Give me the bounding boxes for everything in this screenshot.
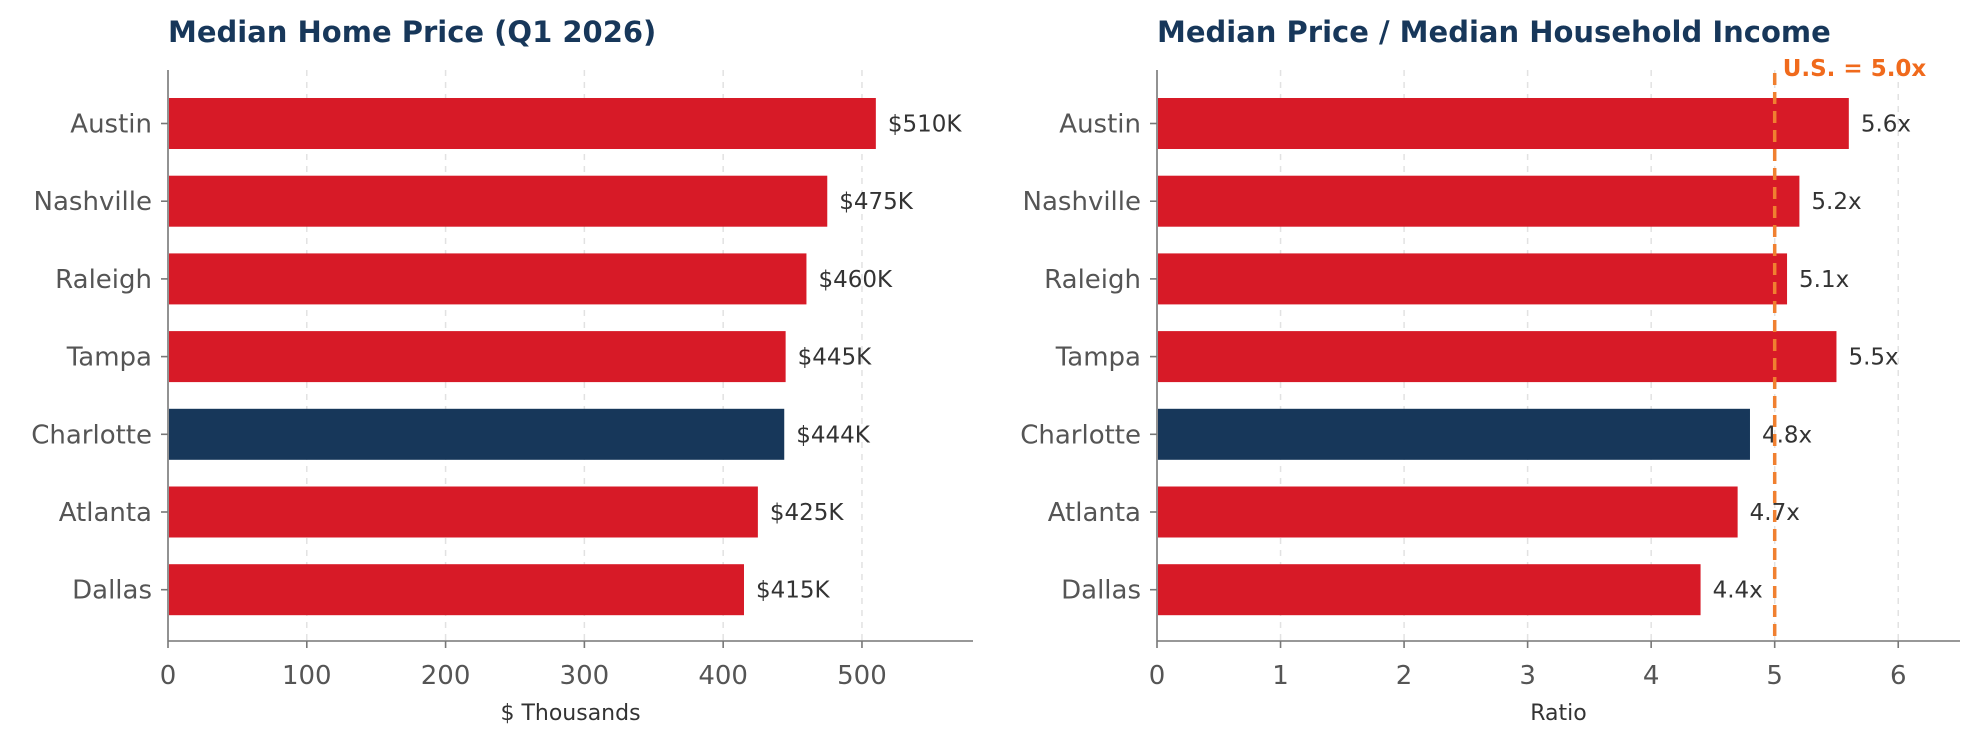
data-label: 5.2x: [1811, 189, 1861, 215]
x-tick-label: 2: [1396, 661, 1413, 691]
data-label: $415K: [756, 578, 831, 604]
bar-charlotte: [1158, 408, 1750, 460]
category-label: Austin: [1059, 110, 1141, 140]
bar-nashville: [169, 175, 828, 227]
bar-atlanta: [1158, 486, 1738, 538]
x-tick-label: 5: [1766, 661, 1783, 691]
x-tick-label: 400: [698, 661, 748, 691]
category-label: Dallas: [72, 576, 152, 606]
bar-tampa: [169, 331, 786, 383]
bar-dallas: [169, 564, 744, 616]
data-label: 4.4x: [1713, 578, 1763, 604]
x-tick-label: 1: [1272, 661, 1289, 691]
data-label: 4.8x: [1762, 422, 1812, 448]
category-label: Atlanta: [1048, 498, 1141, 528]
category-label: Atlanta: [59, 498, 152, 528]
bar-atlanta: [169, 486, 758, 538]
bar-dallas: [1158, 564, 1701, 616]
reference-line-label: U.S. = 5.0x: [1783, 56, 1927, 82]
data-label: 5.1x: [1799, 267, 1849, 293]
category-label: Tampa: [1055, 343, 1141, 373]
data-label: $510K: [888, 112, 963, 138]
x-axis-label: Ratio: [1530, 701, 1586, 726]
category-label: Raleigh: [1044, 265, 1141, 295]
bar-nashville: [1158, 175, 1800, 227]
x-tick-label: 100: [282, 661, 332, 691]
x-tick-label: 500: [837, 661, 887, 691]
x-tick-label: 6: [1890, 661, 1907, 691]
category-label: Nashville: [1023, 187, 1141, 217]
category-label: Tampa: [66, 343, 152, 373]
x-tick-label: 0: [160, 661, 177, 691]
x-tick-label: 300: [560, 661, 610, 691]
x-tick-label: 200: [421, 661, 471, 691]
chart-panel-2: Median Price / Median Household Income 0 1…: [1020, 15, 1960, 726]
data-label: $475K: [839, 189, 914, 215]
data-label: $460K: [818, 267, 893, 293]
data-label: 5.5x: [1848, 345, 1898, 371]
bar-tampa: [1158, 331, 1837, 383]
data-label: $445K: [798, 345, 873, 371]
x-axis-label: $ Thousands: [500, 701, 640, 726]
bar-austin: [169, 98, 876, 149]
chart-title: Median Price / Median Household Income: [1157, 15, 1831, 49]
data-label: 5.6x: [1861, 112, 1911, 138]
data-label: $425K: [770, 500, 845, 526]
category-label: Raleigh: [55, 265, 152, 295]
x-tick-label: 0: [1149, 661, 1166, 691]
chart-panel-1: Median Home Price (Q1 2026) 0 100 200 300 400…: [31, 15, 973, 726]
category-label: Austin: [70, 110, 152, 140]
bar-austin: [1158, 98, 1849, 149]
category-label: Dallas: [1061, 576, 1141, 606]
bar-raleigh: [169, 253, 807, 305]
category-label: Charlotte: [31, 420, 152, 450]
category-label: Charlotte: [1020, 420, 1141, 450]
data-label: $444K: [796, 422, 871, 448]
x-tick-label: 3: [1519, 661, 1536, 691]
bar-raleigh: [1158, 253, 1788, 305]
category-label: Nashville: [34, 187, 152, 217]
bar-charlotte: [169, 408, 785, 460]
x-tick-label: 4: [1643, 661, 1660, 691]
chart-title: Median Home Price (Q1 2026): [168, 15, 656, 49]
